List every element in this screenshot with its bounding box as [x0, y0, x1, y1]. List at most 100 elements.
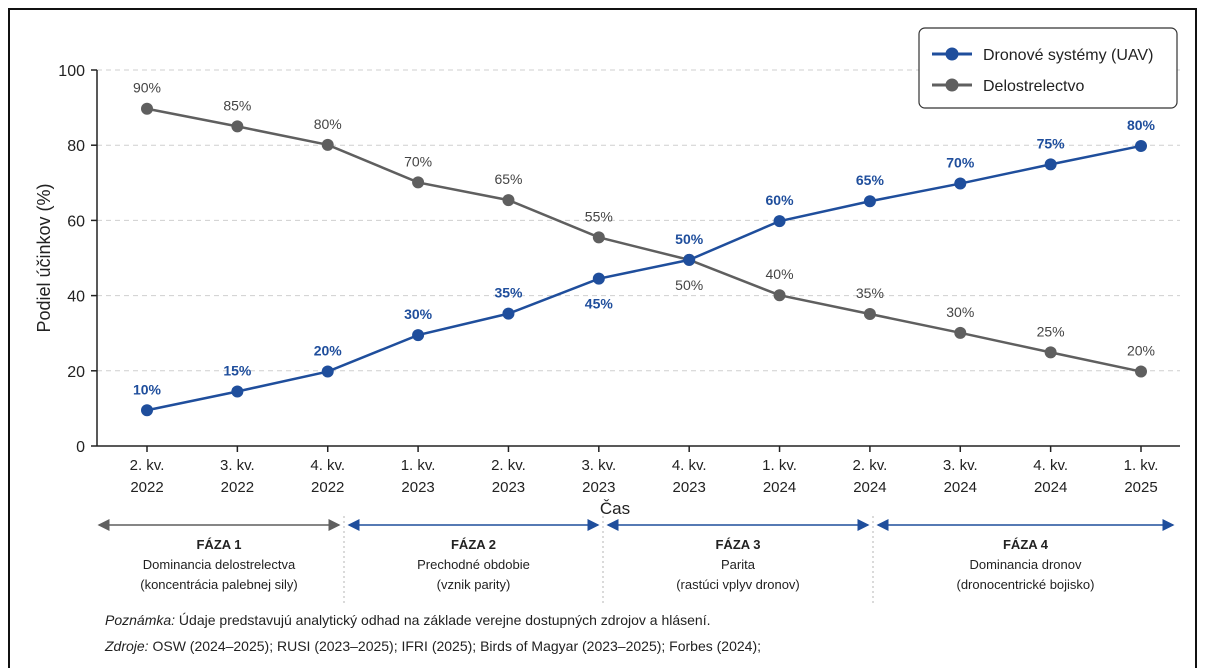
- data-label: 30%: [404, 306, 433, 322]
- legend-swatch-marker: [945, 78, 959, 92]
- phase-description: Prechodné obdobie: [417, 557, 530, 572]
- data-label: 20%: [1127, 343, 1155, 359]
- data-label: 10%: [133, 381, 162, 397]
- data-label: 80%: [314, 116, 342, 132]
- x-axis-title: Čas: [600, 499, 630, 518]
- sources-text: OSW (2024–2025); RUSI (2023–2025); IFRI …: [148, 638, 761, 654]
- legend-label: Delostrelectvo: [983, 78, 1084, 95]
- phase-subdescription: (koncentrácia palebnej sily): [140, 577, 298, 592]
- y-tick-label: 60: [67, 213, 85, 230]
- data-point: [954, 177, 967, 190]
- phase-description: Dominancia dronov: [969, 557, 1082, 572]
- data-label: 75%: [1037, 135, 1066, 151]
- data-point: [502, 194, 515, 207]
- x-tick-label: 2. kv.: [491, 457, 526, 474]
- data-point: [321, 365, 334, 378]
- x-tick-label: 4. kv.: [310, 457, 345, 474]
- x-tick-label: 2025: [1124, 479, 1157, 496]
- data-point: [592, 272, 605, 285]
- phase-subdescription: (vznik parity): [436, 577, 511, 592]
- y-axis-title: Podiel účinkov (%): [34, 183, 54, 332]
- data-point: [1135, 139, 1147, 152]
- data-label: 40%: [766, 266, 794, 282]
- data-label: 30%: [946, 304, 974, 320]
- x-tick-label: 2024: [853, 479, 886, 496]
- data-label: 55%: [585, 208, 613, 224]
- data-point: [141, 404, 153, 417]
- y-tick-label: 20: [67, 364, 85, 381]
- data-label: 65%: [856, 172, 885, 188]
- x-tick-label: 2. kv.: [853, 457, 888, 474]
- data-label: 80%: [1127, 117, 1156, 133]
- series-line: [146, 107, 1142, 373]
- sources-label: Zdroje:: [105, 638, 149, 654]
- data-point: [863, 195, 876, 208]
- y-tick-label: 40: [67, 289, 85, 306]
- phase-block: FÁZA 4 Dominancia dronov (dronocentrické b…: [876, 535, 1175, 595]
- phase-subdescription: (rastúci vplyv dronov): [676, 577, 800, 592]
- x-tick-label: 1. kv.: [762, 457, 797, 474]
- phase-description: Parita: [721, 557, 755, 572]
- note-text: Údaje predstavujú analytický odhad na zá…: [175, 612, 711, 628]
- x-tick-label: 2023: [492, 479, 525, 496]
- data-label: 70%: [404, 153, 432, 169]
- x-tick-label: 2024: [944, 479, 977, 496]
- data-point: [954, 326, 967, 339]
- phase-block: FÁZA 1 Dominancia delostrelectva (koncentr…: [97, 535, 341, 595]
- data-point: [141, 102, 153, 115]
- x-tick-label: 3. kv.: [581, 457, 616, 474]
- x-tick-label: 2023: [582, 479, 615, 496]
- data-label: 70%: [946, 155, 975, 171]
- y-tick-label: 80: [67, 138, 85, 155]
- data-point: [1044, 158, 1057, 171]
- data-label: 50%: [675, 231, 704, 247]
- x-tick-label: 4. kv.: [1033, 457, 1068, 474]
- x-tick-label: 2022: [130, 479, 163, 496]
- x-tick-label: 2. kv.: [130, 457, 165, 474]
- data-point: [863, 308, 876, 321]
- x-tick-label: 3. kv.: [220, 457, 255, 474]
- data-point: [592, 231, 605, 244]
- data-point: [321, 138, 334, 151]
- phase-title: FÁZA 1: [196, 537, 242, 552]
- data-point: [502, 307, 515, 320]
- data-point: [412, 329, 425, 342]
- data-label: 60%: [766, 192, 795, 208]
- series-line: [146, 144, 1142, 412]
- phase-block: FÁZA 2 Prechodné obdobie (vznik parity): [347, 535, 600, 595]
- data-label: 50%: [675, 277, 703, 293]
- data-label: 45%: [585, 296, 614, 312]
- phase-subdescription: (dronocentrické bojisko): [956, 577, 1095, 592]
- data-label: 85%: [223, 97, 251, 113]
- phase-description: Dominancia delostrelectva: [142, 557, 296, 572]
- x-tick-label: 3. kv.: [943, 457, 978, 474]
- data-point: [1044, 346, 1057, 359]
- legend-label: Dronové systémy (UAV): [983, 47, 1153, 64]
- phase-block: FÁZA 3 Parita (rastúci vplyv dronov): [606, 535, 870, 595]
- phase-title: FÁZA 3: [715, 537, 761, 552]
- data-point: [683, 253, 696, 266]
- x-tick-label: 2022: [311, 479, 344, 496]
- data-label: 25%: [1037, 323, 1065, 339]
- sources-line: Zdroje: OSW (2024–2025); RUSI (2023–2025…: [105, 638, 761, 654]
- data-point: [231, 385, 244, 398]
- legend-swatch-marker: [945, 47, 959, 61]
- data-label: 20%: [314, 343, 343, 359]
- data-label: 15%: [223, 362, 252, 378]
- x-tick-label: 2023: [672, 479, 705, 496]
- note-label: Poznámka:: [105, 612, 176, 628]
- y-tick-label: 0: [76, 439, 85, 456]
- data-point: [773, 289, 786, 302]
- note-line: Poznámka: Údaje predstavujú analytický o…: [105, 612, 711, 628]
- x-tick-label: 2022: [221, 479, 254, 496]
- data-label: 35%: [856, 285, 884, 301]
- data-label: 35%: [494, 285, 523, 301]
- phase-title: FÁZA 2: [450, 537, 497, 552]
- x-tick-label: 2024: [1034, 479, 1067, 496]
- data-label: 65%: [494, 171, 522, 187]
- data-label: 90%: [133, 80, 161, 96]
- figure-frame: [8, 8, 1197, 668]
- phase-title: FÁZA 4: [1002, 537, 1049, 552]
- x-tick-label: 2023: [401, 479, 434, 496]
- x-tick-label: 1. kv.: [401, 457, 436, 474]
